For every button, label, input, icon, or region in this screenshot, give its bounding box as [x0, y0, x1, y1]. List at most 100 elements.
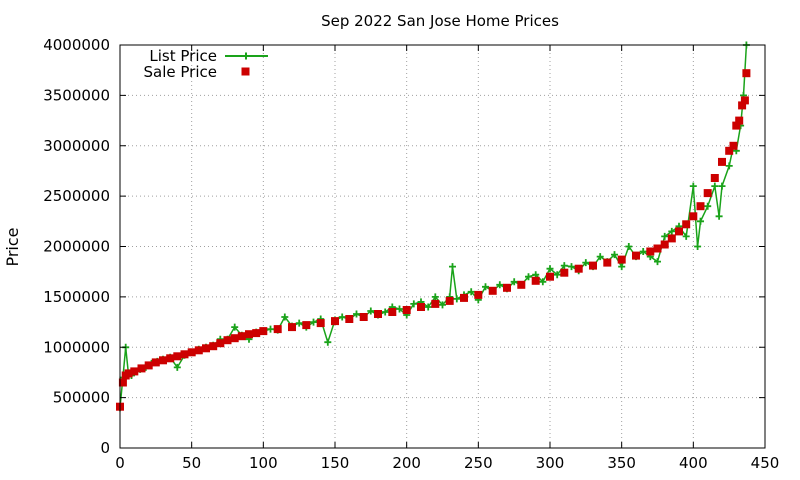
- list-price-point: [539, 278, 547, 286]
- y-tick-label: 3500000: [43, 86, 110, 104]
- legend: List Price Sale Price: [144, 47, 268, 81]
- list-price-point: [324, 338, 332, 346]
- list-price-point: [467, 288, 475, 296]
- sale-price-point: [252, 329, 261, 338]
- list-price-point: [367, 307, 375, 315]
- y-tick-label: 1000000: [43, 338, 110, 356]
- list-price-point: [281, 313, 289, 321]
- list-price-point: [661, 232, 669, 240]
- sale-price-point: [288, 323, 296, 332]
- list-price-point: [510, 278, 518, 286]
- sale-price-point: [209, 342, 218, 351]
- sale-price-point: [388, 308, 397, 316]
- list-price-point: [525, 273, 532, 281]
- sale-price-point: [118, 378, 127, 387]
- list-price-point: [568, 263, 575, 271]
- list-price-point: [654, 258, 661, 266]
- sale-price-point: [617, 255, 626, 264]
- sale-price-point: [130, 367, 139, 376]
- x-tick-label: 200: [392, 454, 421, 472]
- sale-price-point: [735, 116, 744, 125]
- sale-price-point: [488, 286, 497, 295]
- y-tick-label: 2000000: [43, 238, 110, 256]
- list-price-point: [482, 283, 489, 291]
- list-price-point: [267, 325, 274, 333]
- sale-price-point: [660, 240, 669, 249]
- x-tick-label: 150: [321, 454, 350, 472]
- list-price-point: [725, 162, 733, 170]
- x-tick-label: 300: [536, 454, 565, 472]
- sale-price-point: [173, 352, 182, 361]
- list-price-point: [596, 253, 604, 261]
- series-layer: [116, 41, 751, 412]
- sale-price-point: [144, 361, 153, 370]
- list-price-point: [718, 182, 726, 190]
- sale-price-point: [402, 306, 411, 314]
- x-tick-label: 450: [751, 454, 780, 472]
- list-price-point: [694, 243, 702, 250]
- x-tick-label: 0: [115, 454, 125, 472]
- sale-price-point: [667, 234, 676, 243]
- sale-price-point: [632, 251, 640, 260]
- legend-label-sale-price: Sale Price: [144, 63, 217, 81]
- y-tick-label: 0: [100, 439, 110, 457]
- list-price-point: [431, 293, 439, 301]
- sale-price-point: [531, 276, 540, 285]
- sale-price-point: [503, 283, 511, 292]
- sale-price-point: [474, 290, 483, 299]
- list-price-point: [711, 182, 719, 190]
- chart-title: Sep 2022 San Jose Home Prices: [321, 12, 559, 30]
- sale-price-point: [732, 121, 741, 130]
- sale-price-point: [124, 369, 133, 378]
- y-tick-label: 1500000: [43, 288, 110, 306]
- list-price-point: [553, 271, 561, 279]
- sale-price-point: [237, 332, 246, 341]
- x-tick-label: 250: [464, 454, 493, 472]
- sale-price-point: [560, 268, 569, 277]
- list-price-point: [668, 227, 676, 235]
- axis-ticks: 0 500000 1000000 1500000 2000000 2500000 30000…: [43, 36, 779, 472]
- sale-price-point: [359, 313, 368, 321]
- list-price-point: [338, 313, 346, 321]
- sale-price-point: [137, 364, 146, 373]
- list-price-point: [715, 212, 723, 220]
- sale-price-point: [742, 69, 751, 78]
- sale-price-point: [259, 327, 268, 336]
- list-price-point: [424, 303, 432, 311]
- sale-price-point: [653, 244, 662, 253]
- y-axis-label: Price: [3, 227, 22, 266]
- sale-price-point: [740, 96, 749, 105]
- sale-price-point: [223, 336, 232, 345]
- sale-price-point: [159, 356, 167, 365]
- legend-marker-sale-price: [241, 67, 250, 76]
- list-price-point: [496, 281, 504, 289]
- sale-price-point: [646, 247, 655, 256]
- sale-price-point: [703, 189, 712, 198]
- sale-price-point: [331, 317, 339, 326]
- list-price-point: [439, 301, 446, 309]
- y-tick-label: 3000000: [43, 137, 110, 155]
- sale-price-point: [546, 272, 554, 281]
- sale-price-point: [374, 310, 382, 318]
- list-price-point: [381, 308, 389, 316]
- sale-price-point: [245, 330, 253, 339]
- list-price-point: [689, 182, 697, 190]
- sale-price-point: [316, 319, 325, 328]
- sale-price-point: [273, 325, 282, 334]
- sale-price-point: [187, 348, 196, 357]
- sale-price-point: [180, 350, 189, 359]
- sale-price-point: [729, 141, 738, 150]
- x-tick-label: 100: [249, 454, 278, 472]
- sale-price-point: [151, 358, 160, 367]
- sale-price-point: [460, 293, 468, 302]
- list-price-point: [618, 263, 626, 271]
- x-tick-label: 400: [679, 454, 708, 472]
- list-price-point: [353, 310, 360, 318]
- sale-price-point: [603, 258, 612, 267]
- list-price-point: [396, 305, 403, 313]
- sale-price-point: [166, 354, 175, 363]
- sale-price-point: [574, 264, 583, 273]
- sale-price-point: [230, 334, 239, 343]
- x-tick-label: 350: [607, 454, 636, 472]
